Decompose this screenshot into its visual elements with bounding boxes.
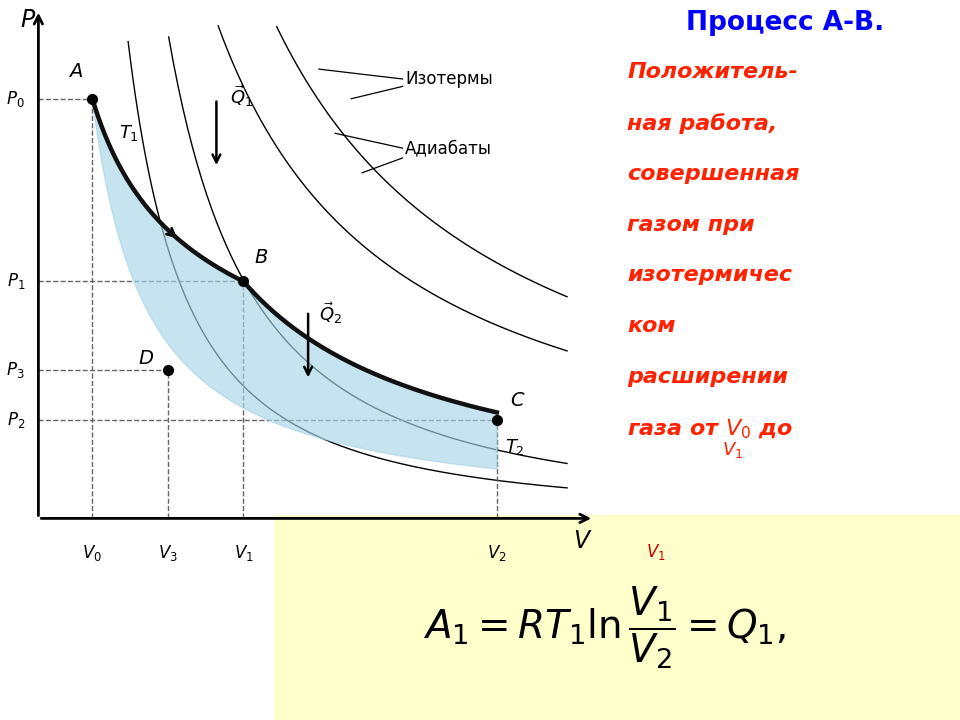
Text: $V_0$: $V_0$ [83,543,103,563]
Text: $A$: $A$ [68,63,84,81]
Text: $\vec{Q}_1$: $\vec{Q}_1$ [229,83,253,109]
Text: расширении: расширении [627,367,788,387]
Text: $A_1 = RT_1\ln\dfrac{V_1}{V_2} = Q_1,$: $A_1 = RT_1\ln\dfrac{V_1}{V_2} = Q_1,$ [423,585,786,671]
Text: $T_1$: $T_1$ [119,123,139,143]
Text: Адиабаты: Адиабаты [405,139,492,157]
Text: $V_1$: $V_1$ [722,440,743,460]
Text: Положитель-: Положитель- [627,62,798,82]
Text: Изотермы: Изотермы [405,70,493,88]
Text: совершенная: совершенная [627,164,800,184]
Text: $B$: $B$ [254,248,269,266]
Text: газом при: газом при [627,215,755,235]
Bar [274,515,960,720]
Text: $V_2$: $V_2$ [487,543,507,563]
Text: $P_1$: $P_1$ [7,271,25,292]
Text: ком: ком [627,316,676,336]
Text: ная работа,: ная работа, [627,113,778,134]
Text: $P_3$: $P_3$ [7,360,25,380]
Text: $\vec{Q}_2$: $\vec{Q}_2$ [319,300,342,326]
Text: $P_2$: $P_2$ [7,410,25,430]
Polygon shape [92,99,497,469]
Text: Процесс А-В.: Процесс А-В. [685,10,884,37]
Text: $V_1$: $V_1$ [646,541,665,562]
Text: $V_3$: $V_3$ [158,543,178,563]
Text: $V$: $V$ [573,528,593,553]
Text: изотермичес: изотермичес [627,266,792,285]
Text: $V_1$: $V_1$ [233,543,253,563]
Text: $D$: $D$ [138,348,155,368]
Text: $P_0$: $P_0$ [7,89,25,109]
Text: $T_2$: $T_2$ [505,437,525,456]
Text: газа от $V_0$ до: газа от $V_0$ до [627,418,793,441]
Text: $P$: $P$ [19,8,36,32]
Text: $C$: $C$ [511,391,526,410]
